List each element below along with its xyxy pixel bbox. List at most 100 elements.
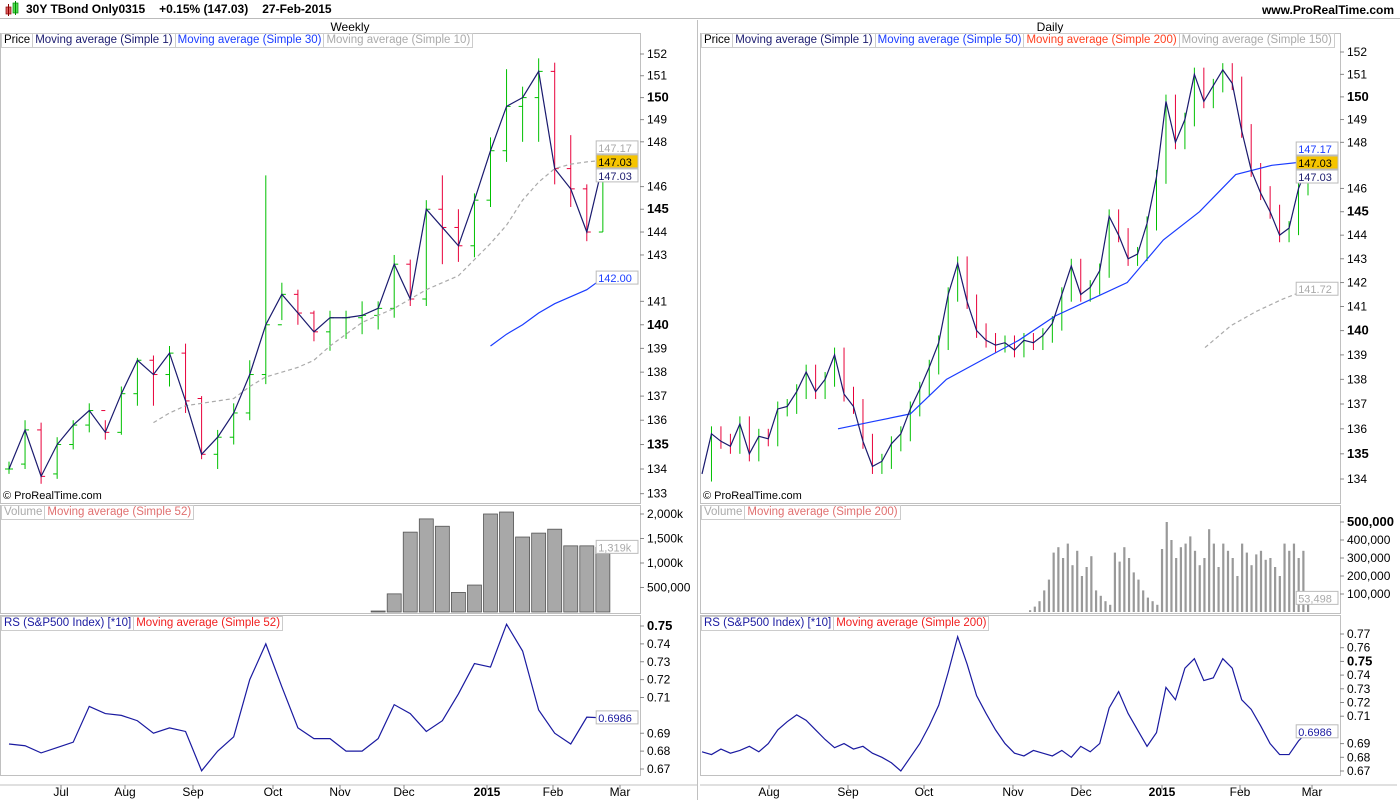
daily-ma50-tag-box xyxy=(1295,141,1339,156)
weekly-ma1-tag: 147.03 xyxy=(598,171,632,183)
daily-volume-bar xyxy=(1203,558,1206,612)
weekly-volume-bar xyxy=(450,592,466,613)
daily-volume-bar xyxy=(1085,567,1088,612)
daily-volume-bar xyxy=(1029,610,1032,612)
daily-rs-tick-label: 0.68 xyxy=(1347,750,1371,764)
legend-price[interactable]: Price xyxy=(2,34,34,47)
legend-rs[interactable]: RS (S&P500 Index) [*10] xyxy=(702,617,835,630)
site-link[interactable]: www.ProRealTime.com xyxy=(1261,3,1394,17)
legend-ma10[interactable]: Moving average (Simple 10) xyxy=(326,34,471,46)
weekly-x-label: 2015 xyxy=(474,785,501,799)
legend-volume-ma[interactable]: Moving average (Simple 52) xyxy=(47,506,192,518)
legend-ma150[interactable]: Moving average (Simple 150) xyxy=(1181,34,1332,46)
daily-volume-bar xyxy=(1217,567,1220,612)
daily-rs-tick-label: 0.72 xyxy=(1347,696,1371,710)
daily-volume-bar xyxy=(1302,550,1305,612)
daily-ma50-line xyxy=(837,160,1309,430)
daily-price-legend: Price Moving average (Simple 1) Moving a… xyxy=(701,33,1335,48)
weekly-price-tick-label: 145 xyxy=(647,201,669,216)
legend-ma200[interactable]: Moving average (Simple 200) xyxy=(1024,34,1180,47)
legend-volume[interactable]: Volume xyxy=(2,506,46,519)
weekly-rs-tick-label: 0.69 xyxy=(647,726,671,740)
weekly-volume-bar xyxy=(499,511,514,613)
weekly-volume-bar xyxy=(515,536,530,613)
daily-volume-bar xyxy=(1189,536,1192,612)
weekly-volume-tick-label: 1,000k xyxy=(647,556,684,570)
weekly-price-tick-label: 149 xyxy=(647,113,667,127)
weekly-last-price-tag: 147.03 xyxy=(598,157,632,169)
daily-volume-bar xyxy=(1160,549,1164,612)
legend-rs-ma[interactable]: Moving average (Simple 52) xyxy=(136,617,281,629)
daily-volume-bar xyxy=(1283,543,1286,612)
daily-price-tick-label: 141 xyxy=(1347,299,1367,313)
weekly-rs-tick-label: 0.74 xyxy=(647,637,671,651)
daily-volume-bar xyxy=(1071,565,1074,612)
daily-volume-bar xyxy=(1061,558,1065,612)
weekly-x-label: Sep xyxy=(182,785,204,799)
weekly-price-tick-label: 140 xyxy=(647,317,669,332)
weekly-rs-tick-label: 0.68 xyxy=(647,744,671,758)
daily-volume-bar xyxy=(1057,547,1060,612)
daily-rs-tick-label: 0.77 xyxy=(1347,627,1371,641)
weekly-price-tick-label: 138 xyxy=(647,365,667,379)
legend-price[interactable]: Price xyxy=(702,34,734,47)
daily-copyright: © ProRealTime.com xyxy=(703,490,802,502)
daily-volume-bar xyxy=(1198,565,1201,612)
daily-volume-bar xyxy=(1222,543,1225,612)
daily-volume-legend: Volume Moving average (Simple 200) xyxy=(701,505,901,520)
daily-volume-bar xyxy=(1250,565,1253,612)
daily-volume-bar xyxy=(1123,547,1126,612)
legend-volume-ma[interactable]: Moving average (Simple 200) xyxy=(747,506,898,518)
legend-ma1[interactable]: Moving average (Simple 1) xyxy=(33,34,176,47)
daily-volume-bar xyxy=(1066,543,1069,612)
daily-volume-bar xyxy=(1170,540,1173,612)
weekly-rs-tag-box xyxy=(595,710,639,725)
daily-volume-bar xyxy=(1259,550,1263,612)
legend-volume[interactable]: Volume xyxy=(702,506,746,519)
daily-volume-bar xyxy=(1142,590,1145,612)
legend-ma1[interactable]: Moving average (Simple 1) xyxy=(733,34,876,47)
daily-volume-bar xyxy=(1043,590,1046,612)
weekly-volume-bar xyxy=(531,532,547,613)
daily-volume-bar xyxy=(1231,558,1234,612)
daily-ma150-tag-box xyxy=(1295,281,1339,296)
weekly-volume-tag: 1,319k xyxy=(598,542,632,554)
weekly-volume-legend: Volume Moving average (Simple 52) xyxy=(1,505,195,520)
daily-volume-bar xyxy=(1033,606,1036,612)
weekly-volume-tag-box xyxy=(595,539,639,554)
weekly-x-label: Dec xyxy=(393,785,414,799)
daily-ma1-line xyxy=(701,68,1309,475)
daily-ma50-tag: 147.17 xyxy=(1298,144,1332,156)
legend-rs-ma[interactable]: Moving average (Simple 200) xyxy=(836,617,987,629)
daily-price-tick-label: 146 xyxy=(1347,181,1367,195)
weekly-price-tick-label: 137 xyxy=(647,389,667,403)
weekly-ma10-line xyxy=(153,159,603,424)
legend-ma50[interactable]: Moving average (Simple 50) xyxy=(876,34,1025,47)
weekly-price-tick-label: 134 xyxy=(647,462,667,476)
daily-volume-bar xyxy=(1269,558,1272,612)
daily-x-label: 2015 xyxy=(1149,785,1176,799)
legend-ma30[interactable]: Moving average (Simple 30) xyxy=(176,34,325,47)
daily-last-price-tag: 147.03 xyxy=(1298,158,1332,170)
weekly-price-tick-label: 135 xyxy=(647,437,669,452)
daily-volume-bar xyxy=(1288,550,1291,612)
weekly-volume-bar xyxy=(547,528,563,613)
daily-rs-tick-label: 0.67 xyxy=(1347,764,1371,778)
daily-price-tick-label: 152 xyxy=(1347,45,1367,59)
weekly-title: Weekly xyxy=(330,20,370,34)
daily-volume-bar xyxy=(1278,576,1281,612)
weekly-volume-tick-label: 1,500k xyxy=(647,532,684,546)
daily-volume-bar xyxy=(1146,597,1149,612)
weekly-price-tick-label: 133 xyxy=(647,487,667,501)
daily-price-tick-label: 144 xyxy=(1347,228,1367,242)
weekly-rs-line xyxy=(8,622,603,772)
legend-rs[interactable]: RS (S&P500 Index) [*10] xyxy=(2,617,135,630)
daily-volume-bar xyxy=(1274,567,1277,612)
instrument-name: 30Y TBond Only0315 xyxy=(26,2,146,16)
daily-ma1-tag: 147.03 xyxy=(1298,172,1332,184)
daily-ma150-line xyxy=(1204,288,1309,349)
daily-x-label: Aug xyxy=(758,785,779,799)
daily-rs-tick-label: 0.73 xyxy=(1347,682,1371,696)
daily-price-tick-label: 139 xyxy=(1347,348,1367,362)
